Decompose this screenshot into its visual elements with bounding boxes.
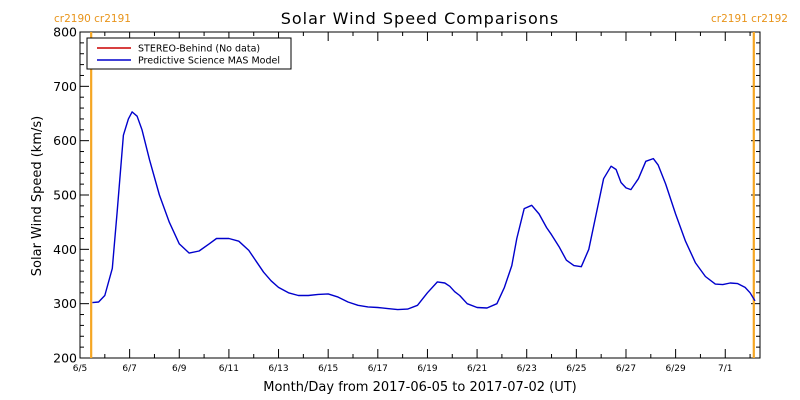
y-axis: 200 300 400 500 600 700 800 [53,25,760,366]
plot-frame [79,31,761,359]
x-tick-label: 6/21 [467,364,487,374]
x-tick-label: 6/17 [368,364,388,374]
y-tick-label: 400 [53,242,77,257]
y-tick-label: 700 [53,79,77,94]
x-tick-label: 6/27 [616,364,636,374]
x-tick-label: 6/25 [566,364,586,374]
x-tick-label: 6/19 [417,364,437,374]
rotation-markers: cr2190 cr2191 cr2191 cr2192 [54,13,788,358]
legend-label-stereo: STEREO-Behind (No data) [138,44,260,55]
x-tick-label: 6/5 [73,364,87,374]
series-layer [92,111,756,311]
x-tick-label: 6/9 [172,364,187,374]
y-tick-label: 600 [53,133,77,148]
x-axis: 6/5 6/7 6/9 6/11 6/13 6/15 6/17 6/19 6/21 6/23 6/2… [73,32,751,374]
y-axis-label: Solar Wind Speed (km/s) [30,116,45,276]
series-line-mas-model [92,111,756,311]
x-tick-label: 6/7 [122,364,136,374]
x-tick-label: 6/23 [517,364,537,374]
rotation-label: cr2190 cr2191 [54,13,131,25]
chart-title: Solar Wind Speed Comparisons [281,9,560,28]
x-tick-label: 6/11 [219,364,239,374]
legend-box [86,37,292,70]
x-tick-label: 7/1 [718,364,732,374]
legend-label-mas: Predictive Science MAS Model [138,56,280,67]
y-tick-label: 500 [53,188,77,203]
y-tick-label: 200 [53,351,77,366]
x-tick-label: 6/13 [268,364,288,374]
y-tick-label: 800 [53,25,77,40]
x-tick-label: 6/15 [318,364,338,374]
x-tick-label: 6/29 [666,364,686,374]
x-axis-label: Month/Day from 2017-06-05 to 2017-07-02 … [263,380,576,395]
legend: STEREO-Behind (No data) Predictive Scien… [86,37,292,70]
rotation-label: cr2191 cr2192 [711,13,788,25]
y-tick-label: 300 [53,296,77,311]
